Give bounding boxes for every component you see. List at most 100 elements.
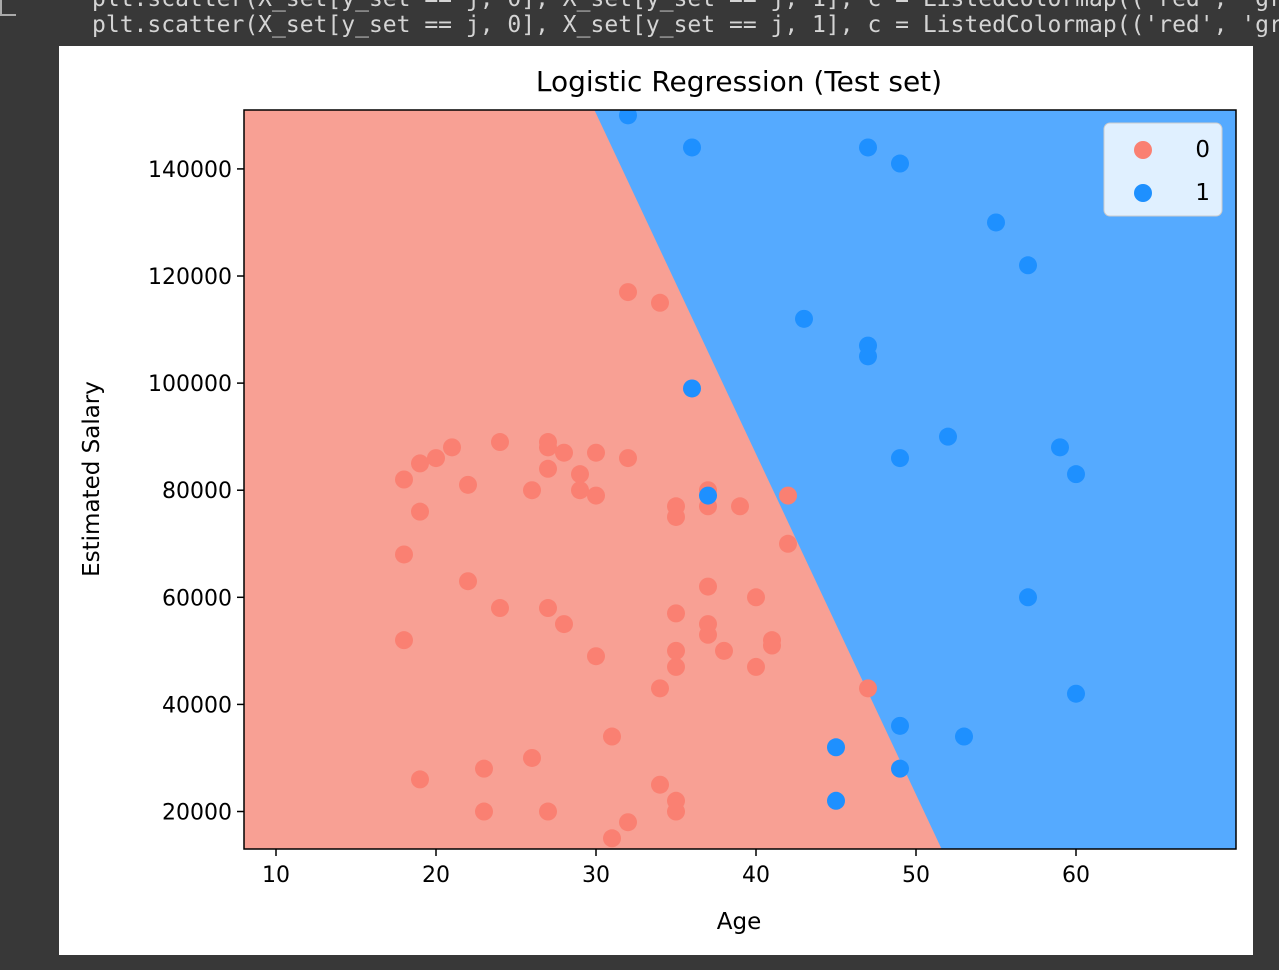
x-tick-label: 20 (422, 863, 450, 888)
data-point-class-1 (683, 138, 701, 157)
data-point-class-0 (699, 625, 717, 644)
data-point-class-0 (651, 775, 669, 794)
data-point-class-0 (603, 727, 621, 746)
legend: 0 1 (1103, 122, 1223, 217)
chart-svg: 10 20 30 40 50 60 200004000060000800001000001… (79, 65, 1237, 935)
data-point-class-0 (667, 657, 685, 676)
x-axis-ticks: 10 20 30 40 50 60 (262, 849, 1090, 888)
data-point-class-1 (795, 309, 813, 328)
data-point-class-1 (1067, 465, 1085, 484)
data-point-class-0 (587, 486, 605, 505)
x-tick-label: 50 (902, 863, 930, 888)
data-point-class-1 (827, 791, 845, 810)
data-point-class-0 (539, 438, 557, 457)
y-axis-label: Estimated Salary (79, 381, 105, 577)
data-point-class-0 (411, 454, 429, 473)
data-point-class-0 (587, 443, 605, 462)
y-tick-label: 40000 (162, 693, 232, 718)
data-point-class-0 (411, 502, 429, 521)
data-point-class-0 (523, 748, 541, 767)
data-point-class-0 (859, 679, 877, 698)
data-point-class-0 (475, 759, 493, 778)
data-point-class-0 (747, 588, 765, 607)
data-point-class-0 (555, 443, 573, 462)
data-point-class-0 (699, 577, 717, 596)
data-point-class-0 (619, 283, 637, 302)
data-point-class-1 (987, 213, 1005, 232)
data-point-class-0 (539, 459, 557, 478)
data-point-class-0 (715, 641, 733, 660)
data-point-class-1 (1019, 588, 1037, 607)
data-point-class-0 (763, 636, 781, 655)
y-tick-label: 80000 (162, 479, 232, 504)
decision-regions (244, 110, 1236, 849)
data-point-class-0 (555, 615, 573, 634)
data-point-class-1 (683, 379, 701, 398)
data-point-class-0 (459, 475, 477, 494)
data-point-class-1 (699, 486, 717, 505)
data-point-class-1 (859, 347, 877, 366)
y-axis-ticks: 20000 40000 60000 80000 100000 120000 140000 (148, 158, 244, 826)
data-point-class-1 (859, 138, 877, 157)
data-point-class-0 (443, 438, 461, 457)
code-line: plt.scatter(X_set[y_set == j, 0], X_set[… (92, 12, 1279, 38)
data-point-class-0 (411, 770, 429, 789)
y-tick-label: 20000 (162, 801, 232, 826)
data-point-class-1 (827, 738, 845, 757)
chart-figure: 10 20 30 40 50 60 20000 40000 60000 80000 100000 1… (59, 46, 1253, 955)
y-tick-label: 100000 (148, 372, 232, 397)
data-point-class-0 (667, 802, 685, 821)
x-tick-label: 40 (742, 863, 770, 888)
data-point-class-0 (395, 545, 413, 564)
data-point-class-1 (891, 154, 909, 173)
data-point-class-1 (1067, 684, 1085, 703)
chart-title: Logistic Regression (Test set) (536, 65, 942, 98)
data-point-class-1 (891, 716, 909, 735)
data-point-class-0 (587, 647, 605, 666)
data-point-class-0 (475, 802, 493, 821)
code-line-partial: plt.scatter(X_set[y_set == j, 0], X_set[… (92, 0, 1279, 12)
x-tick-label: 60 (1062, 863, 1090, 888)
legend-label-0: 0 (1195, 137, 1210, 163)
data-point-class-0 (779, 486, 797, 505)
plot-frame (243, 109, 1237, 850)
y-tick-label: 120000 (148, 265, 232, 290)
data-point-class-0 (731, 497, 749, 516)
data-point-class-0 (667, 507, 685, 526)
data-point-class-0 (779, 534, 797, 553)
x-tick-label: 10 (262, 863, 290, 888)
data-point-class-0 (571, 481, 589, 500)
data-point-class-0 (651, 679, 669, 698)
data-point-class-0 (539, 599, 557, 618)
legend-marker-0 (1134, 141, 1152, 159)
data-point-class-0 (747, 657, 765, 676)
legend-label-1: 1 (1195, 180, 1210, 206)
data-point-class-0 (571, 465, 589, 484)
data-point-class-0 (539, 802, 557, 821)
data-point-class-0 (395, 470, 413, 489)
region-class-1 (594, 110, 1236, 849)
data-point-class-0 (619, 449, 637, 468)
data-point-class-0 (651, 293, 669, 312)
data-point-class-0 (667, 641, 685, 660)
data-point-class-0 (491, 599, 509, 618)
data-point-class-1 (891, 449, 909, 468)
y-tick-label: 60000 (162, 586, 232, 611)
legend-marker-1 (1134, 184, 1152, 202)
data-point-class-1 (939, 427, 957, 446)
data-point-class-1 (1019, 256, 1037, 275)
data-point-class-0 (667, 604, 685, 623)
data-point-class-1 (1051, 438, 1069, 457)
scatter-points (395, 110, 1085, 848)
data-point-class-0 (603, 829, 621, 848)
cell-marker (0, 0, 16, 16)
x-axis-label: Age (717, 909, 761, 935)
data-point-class-0 (427, 449, 445, 468)
y-tick-label: 140000 (148, 158, 232, 183)
data-point-class-1 (955, 727, 973, 746)
data-point-class-1 (619, 110, 637, 125)
data-point-class-0 (523, 481, 541, 500)
data-point-class-0 (459, 572, 477, 591)
x-tick-label: 30 (582, 863, 610, 888)
data-point-class-0 (619, 813, 637, 832)
